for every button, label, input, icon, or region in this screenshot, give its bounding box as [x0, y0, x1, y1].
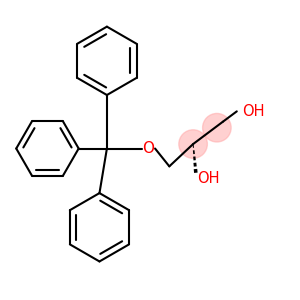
Circle shape [179, 130, 207, 158]
Text: OH: OH [198, 171, 220, 186]
Text: OH: OH [242, 104, 265, 119]
Circle shape [202, 113, 231, 142]
Text: O: O [142, 141, 154, 156]
